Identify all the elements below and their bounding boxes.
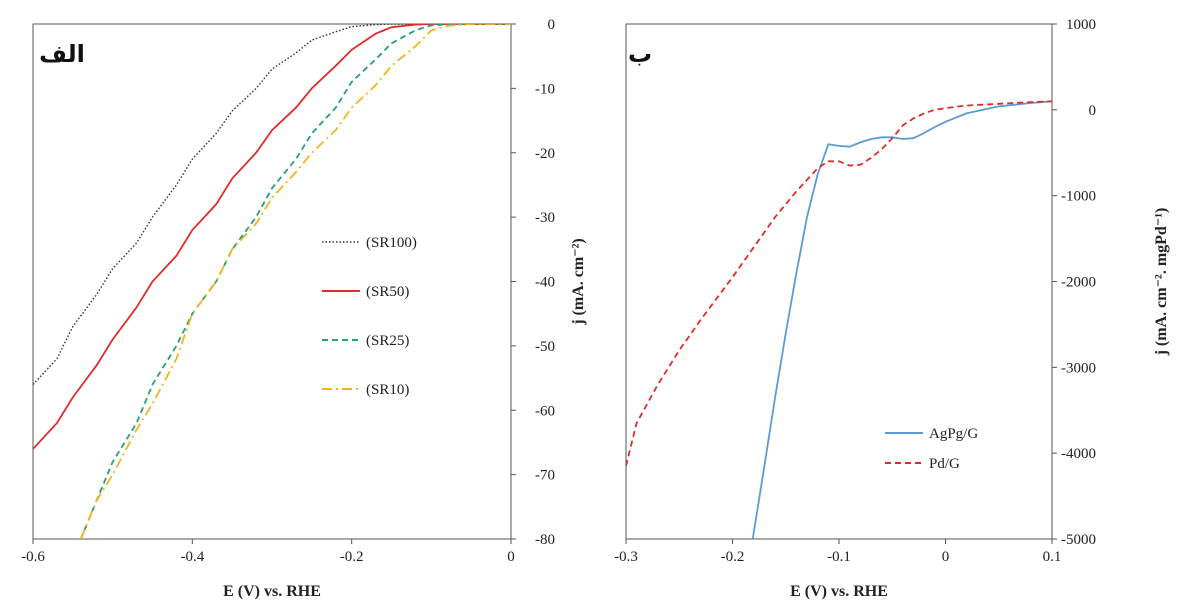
x-axis-title: E (V) vs. RHE [790,583,888,600]
series-line [79,24,511,539]
y-tick-label: 0 [548,17,556,33]
series-line [33,24,511,450]
y-tick-label: -2000 [1061,275,1096,291]
y-tick-label: -10 [535,81,555,97]
y-tick-label: -1000 [1061,189,1096,205]
legend-label: (SR100) [366,235,417,251]
legend-label: (SR25) [366,333,409,349]
y-tick-label: -30 [535,210,555,226]
legend-label: AgPg/G [929,426,978,442]
y-tick-label: -60 [535,403,555,419]
panel-label: ب [628,40,652,68]
legend-label: Pd/G [929,456,960,472]
y-tick-label: -70 [535,468,555,484]
x-axis-title: E (V) vs. RHE [223,583,321,600]
x-tick-label: -0.4 [180,549,204,565]
y-tick-label: -50 [535,339,555,355]
legend-label: (SR50) [366,284,409,300]
y-tick-label: -5000 [1061,532,1096,548]
y-axis-title: j (mA. cm⁻². mgPd⁻¹) [1153,208,1170,357]
x-tick-label: -0.1 [827,549,851,565]
x-tick-label: -0.2 [340,549,364,565]
y-tick-label: 0 [1089,103,1097,119]
series-line [79,24,511,539]
panel-1: -0.6 -0.4 -0.2 0 0 -10 -20 -30 -40 -50 -60 -70 -80 E … [21,17,587,600]
x-tick-label: -0.6 [21,549,45,565]
y-tick-label: -40 [535,275,555,291]
series-line [33,24,511,385]
y-tick-label: -4000 [1061,446,1096,462]
legend-label: (SR10) [366,382,409,398]
x-tick-label: -0.2 [721,549,745,565]
y-tick-label: -80 [535,532,555,548]
x-tick-label: -0.3 [614,549,638,565]
series-group [33,24,511,539]
series-group [626,100,1052,539]
y-tick-label: -3000 [1061,360,1096,376]
y-tick-label: -20 [535,146,555,162]
series-line [626,100,1052,467]
panel-2: -0.3 -0.2 -0.1 0 0.1 1000 0 -1000 -2000 -3000 -400… [614,17,1170,600]
plot-frame [625,23,1053,540]
y-axis-title: j (mA. cm⁻²) [570,238,587,326]
x-tick-label: 0.1 [1043,549,1062,565]
x-tick-label: 0 [507,549,515,565]
panel-label: الف [39,40,85,68]
x-tick-label: 0 [942,549,950,565]
y-tick-label: 1000 [1066,17,1096,33]
series-line [751,100,1052,539]
